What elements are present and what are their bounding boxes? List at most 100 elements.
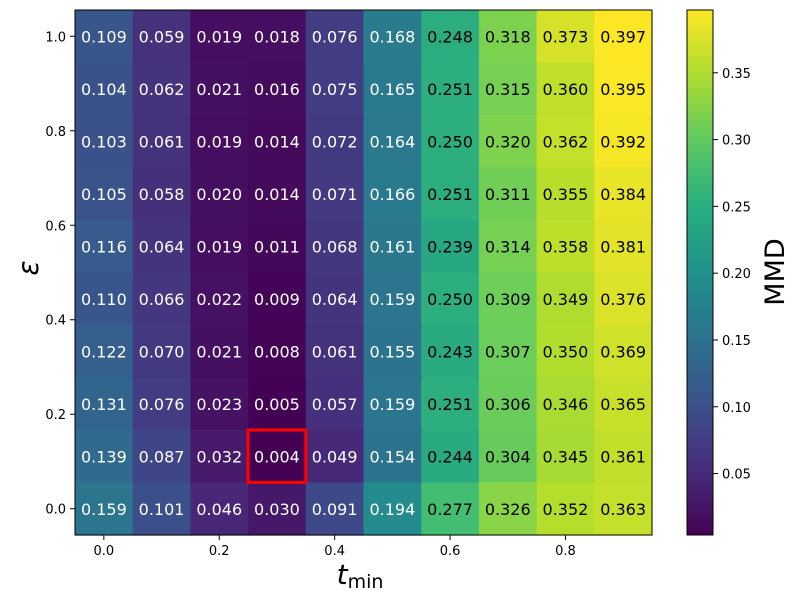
plot-frame [74,9,653,536]
heatmap-cell [305,272,365,326]
cell-value-label: 0.166 [369,185,415,204]
heatmap-cell [363,167,422,221]
cell-value-label: 0.061 [139,132,185,151]
heatmap-cell [248,115,307,169]
cell-value-label: 0.014 [254,185,300,204]
x-axis-title: tmin [337,558,384,593]
cell-value-label: 0.022 [196,290,242,309]
heatmap-cell [248,10,307,64]
colorbar-tick-label: 0.05 [722,468,751,483]
cell-value-label: 0.075 [312,80,358,99]
heatmap-cell [536,430,595,484]
cell-value-label: 0.159 [81,500,127,519]
cell-value-label: 0.373 [543,27,589,46]
cell-value-label: 0.395 [600,80,646,99]
cell-value-label: 0.091 [312,500,358,519]
cell-value-label: 0.358 [543,237,589,256]
cell-value-label: 0.250 [427,290,473,309]
cell-value-label: 0.239 [427,237,473,256]
heatmap-cell [478,430,538,484]
y-tick-label: 0.0 [45,503,66,518]
cell-value-label: 0.304 [485,447,531,466]
heatmap-cell [594,220,653,274]
cell-value-label: 0.381 [600,237,646,256]
cell-value-label: 0.087 [139,447,185,466]
heatmap-cell [75,377,134,431]
cell-value-label: 0.350 [543,342,589,361]
cell-value-label: 0.103 [81,132,127,151]
x-tick-label: 0.4 [324,544,345,559]
cell-value-label: 0.251 [427,185,473,204]
heatmap-cell [594,115,653,169]
heatmap-cell [594,482,653,536]
cell-value-label: 0.062 [139,80,185,99]
heatmap-cell [421,482,480,536]
cell-value-label: 0.164 [369,132,415,151]
cell-value-label: 0.306 [485,395,531,414]
heatmap-cell [363,62,422,116]
cell-value-label: 0.243 [427,342,473,361]
cell-value-label: 0.159 [369,290,415,309]
cell-value-label: 0.349 [543,290,589,309]
cell-value-label: 0.019 [196,27,242,46]
heatmap-cell [75,430,134,484]
cell-value-label: 0.365 [600,395,646,414]
colorbar-ticks: 0.05 0.10 0.15 0.20 0.25 0.30 0.35 [713,67,751,483]
cell-value-label: 0.076 [139,395,185,414]
cell-value-label: 0.314 [485,237,531,256]
cell-value-label: 0.104 [81,80,127,99]
y-tick-label: 1.0 [45,30,66,45]
x-axis: 0.0 0.2 0.4 0.6 0.8 [94,535,576,559]
cell-value-label: 0.369 [600,342,646,361]
x-tick-label: 0.0 [94,544,115,559]
cell-value-label: 0.011 [254,237,300,256]
heatmap-cell [248,62,307,116]
colorbar-tick-label: 0.15 [722,334,751,349]
heatmap-cell [421,377,480,431]
cell-value-label: 0.021 [196,342,242,361]
heatmap-cell [594,430,653,484]
cell-value-label: 0.159 [369,395,415,414]
cell-value-label: 0.049 [312,447,358,466]
cell-value-label: 0.064 [139,237,185,256]
cell-value-label: 0.057 [312,395,358,414]
heatmap-cell [478,377,538,431]
heatmap-cell [132,272,191,326]
cell-value-label: 0.008 [254,342,300,361]
cell-value-label: 0.392 [600,132,646,151]
cell-value-label: 0.155 [369,342,415,361]
heatmap-cell [536,377,595,431]
heatmap-cell [421,10,480,64]
cell-value-label: 0.320 [485,132,531,151]
cell-value-label: 0.023 [196,395,242,414]
cell-value-label: 0.068 [312,237,358,256]
heatmap-cell [305,167,365,221]
heatmap-cell [190,62,249,116]
cell-value-label: 0.165 [369,80,415,99]
cell-value-label: 0.307 [485,342,531,361]
cell-value-label: 0.251 [427,80,473,99]
colorbar-tick-label: 0.20 [722,267,751,282]
heatmap-cell [421,115,480,169]
heatmap-cell [248,220,307,274]
cell-value-label: 0.019 [196,237,242,256]
heatmap-cell [190,325,249,379]
heatmap-cell [594,325,653,379]
cell-value-label: 0.058 [139,185,185,204]
x-tick-label: 0.6 [440,544,461,559]
y-tick-label: 0.4 [45,314,66,329]
y-tick-label: 0.8 [45,125,66,140]
cell-value-label: 0.061 [312,342,358,361]
cell-value-label: 0.384 [600,185,646,204]
heatmap-cells [75,10,653,536]
heatmap-cell [190,10,249,64]
cell-value-label: 0.122 [81,342,127,361]
colorbar-tick-label: 0.35 [722,67,751,82]
heatmap-cell [190,167,249,221]
cell-value-label: 0.376 [600,290,646,309]
cell-value-label: 0.345 [543,447,589,466]
cell-value-label: 0.070 [139,342,185,361]
cell-value-label: 0.326 [485,500,531,519]
cell-value-label: 0.131 [81,395,127,414]
heatmap-cell [132,377,191,431]
